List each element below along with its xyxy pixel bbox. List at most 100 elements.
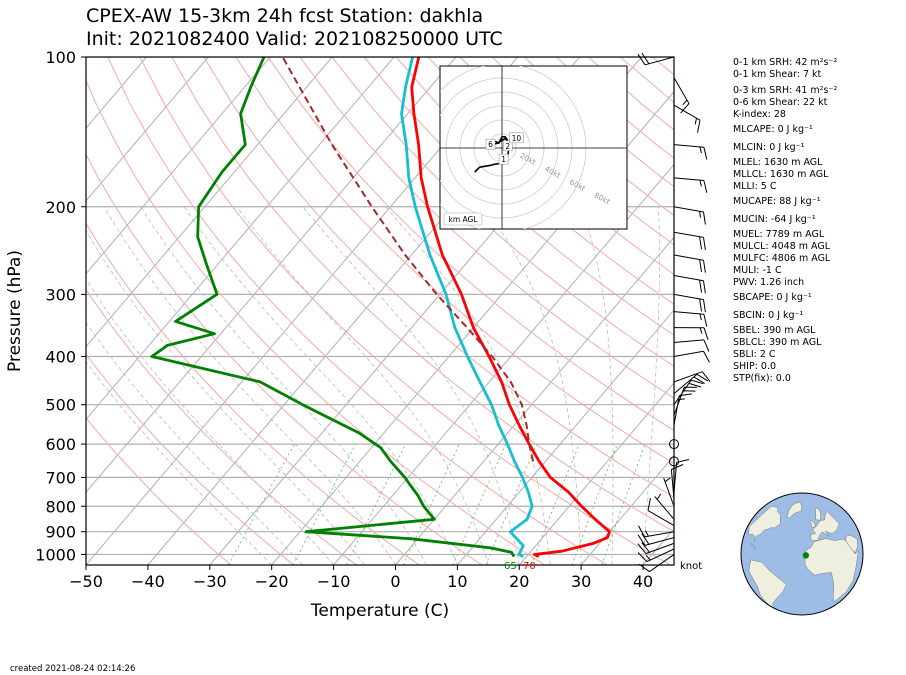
wind-barb [637,542,675,555]
index-line: SBLCL: 390 m AGL [733,337,822,348]
hodograph-height-box [502,140,513,152]
hodograph-height-box [485,138,496,150]
dry-adiabat [86,222,420,565]
land-mass [786,501,803,519]
index-line: MLCIN: 0 J kg⁻¹ [733,142,805,153]
dry-adiabat [86,153,483,565]
y-tick-label: 600 [45,435,76,454]
y-tick-label: 100 [45,48,76,67]
wind-barb [673,379,704,405]
index-line: K-index: 28 [733,109,786,120]
wind-barb [654,493,675,520]
dry-adiabat [235,57,674,465]
land-mass [748,559,787,609]
hodograph-height-label: 1 [501,155,506,164]
hodograph-height-label: 10 [512,134,522,143]
isotherm-line [271,90,674,565]
isotherm-line [86,57,395,421]
y-tick-label: 900 [45,523,76,542]
x-tick-label: 40 [633,572,653,591]
wind-barb [673,104,701,133]
moist-adiabat [580,206,614,565]
wind-barb [637,548,675,563]
wind-barb [637,533,675,546]
wind-barb [673,373,709,395]
index-line: MULFC: 4806 m AGL [733,253,831,264]
land-mass [809,519,817,529]
dry-adiabat [203,57,674,498]
station-marker [802,552,810,559]
wind-barb [673,350,710,363]
x-tick-label: 20 [509,572,529,591]
index-line: SHIP: 0.0 [733,361,777,372]
mixing-ratio-line [345,443,407,565]
wind-barb [638,525,675,538]
hodograph-height-label: 2 [505,142,510,151]
mixing-ratio-line [530,443,580,565]
index-line: 0-1 km SRH: 42 m²s⁻² [733,57,838,68]
mixing-ratio-line [452,443,507,565]
parcel-profile [281,57,535,462]
isotherm-line [86,57,209,202]
moist-adiabat [140,206,427,565]
index-line: MULCL: 4048 m AGL [733,241,831,252]
wind-barb [673,144,708,160]
mixing-ratio-line [485,443,538,565]
hodograph-frame [439,65,628,230]
dry-adiabat [299,57,674,399]
dry-adiabat [86,353,295,565]
mixing-ratio-line [601,443,646,565]
wind-barb [670,464,684,500]
y-tick-label: 200 [45,198,76,217]
moist-adiabat [385,206,551,565]
created-timestamp: created 2021-08-24 02:14:26 [10,664,136,674]
index-line: SBEL: 390 m AGL [733,325,816,336]
index-line: 0-1 km Shear: 7 kt [733,69,822,80]
land-mass [748,505,782,542]
isotherm-line [518,382,674,565]
land-mass [845,534,859,554]
moist-adiabat [483,206,582,565]
y-tick-label: 500 [45,396,76,415]
globe-outline [740,492,864,616]
isotherm-line [86,57,333,348]
dewpoint-profile [150,57,516,558]
wetbulb-profile [400,57,534,558]
hodograph-height-box [498,153,509,165]
y-tick-label: 300 [45,285,76,304]
index-line: MUEL: 7789 m AGL [733,229,825,240]
dry-adiabat [139,57,671,565]
wind-barb [663,477,675,507]
calm-wind-circle [669,456,679,467]
isotherm-line [86,57,457,493]
dry-adiabat [427,57,674,275]
isotherm-line [395,236,674,565]
moist-adiabat [103,206,396,565]
mixing-ratio-line [292,443,357,565]
x-axis-label: Temperature (C) [310,601,449,621]
index-line: MLCAPE: 0 J kg⁻¹ [733,124,813,135]
mixing-ratio-line [571,443,618,565]
dry-adiabat [86,417,232,565]
mixing-ratio-line [403,443,460,565]
wind-barb [673,231,706,250]
wind-barb [673,459,690,493]
wind-barb [638,554,675,573]
hodograph-height-label: 6 [488,140,493,149]
index-line: MLEL: 1630 m AGL [733,157,823,168]
wind-barb [637,52,675,66]
hodograph-trace [474,136,510,173]
wind-barb [673,327,709,340]
index-line: MUCAPE: 88 J kg⁻¹ [733,196,821,207]
wind-barb [673,77,690,114]
dry-adiabat [86,288,357,565]
moist-adiabat [86,321,303,565]
temperature-profile [410,57,611,558]
y-tick-label: 400 [45,348,76,367]
index-line: SBLI: 2 C [733,349,776,360]
index-line: SBCIN: 0 J kg⁻¹ [733,310,804,321]
land-mass [804,538,859,603]
y-tick-label: 700 [45,468,76,487]
